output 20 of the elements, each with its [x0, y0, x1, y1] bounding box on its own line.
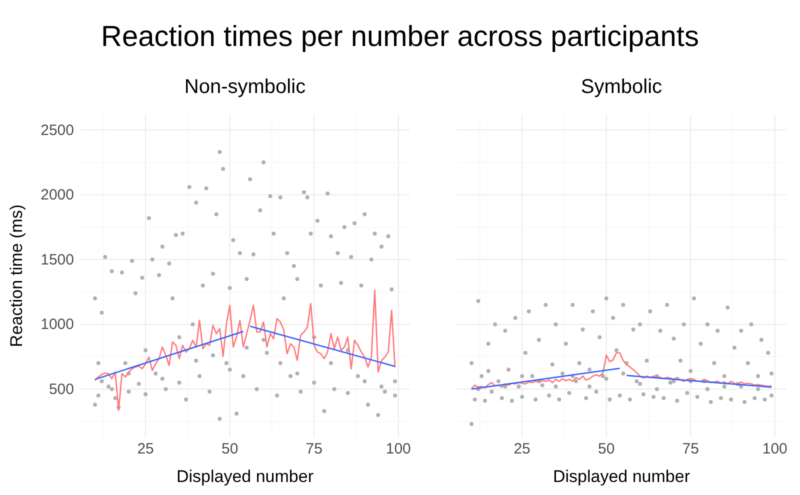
x-tick-label: 100 [386, 440, 411, 458]
x-tick-label: 75 [682, 440, 699, 458]
text: Reaction times per number across participants [101, 21, 699, 53]
y-tick-label: 500 [48, 380, 74, 398]
y-axis-title: Reaction time (ms) [7, 204, 26, 348]
x-tick-label: 25 [514, 440, 530, 458]
line-series [94, 290, 396, 412]
x-tick-label: 100 [762, 440, 788, 458]
x-axis-title: Displayed number [552, 467, 690, 486]
x-axis-title: Displayed number [176, 467, 314, 486]
y-tick-label: 2500 [40, 122, 74, 139]
chart-title: Non-symbolic [184, 76, 306, 98]
chart-title: Symbolic [580, 76, 662, 98]
x-tick-label: 25 [137, 440, 154, 458]
y-tick-label: 1000 [40, 316, 74, 334]
x-tick-label: 75 [306, 440, 322, 458]
y-tick-label: 2000 [40, 186, 74, 204]
x-tick-label: 50 [598, 440, 615, 458]
y-tick-label: 1500 [40, 251, 74, 268]
x-tick-label: 50 [221, 440, 238, 458]
